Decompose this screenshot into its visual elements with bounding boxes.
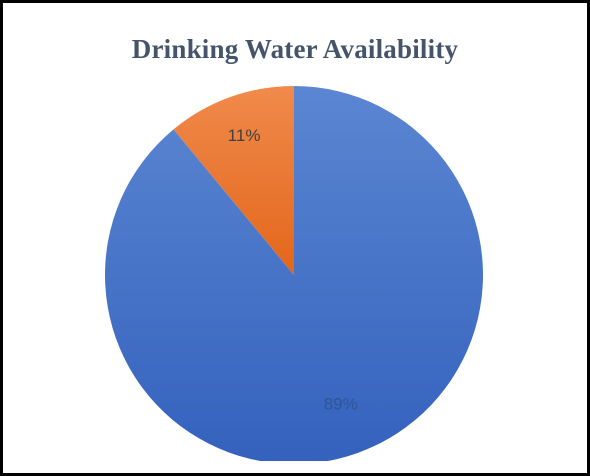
slice-label-0: 89% [324, 394, 358, 413]
pie-chart: 89% 11% [105, 86, 483, 461]
slice-label-1: 11% [228, 126, 261, 145]
pie-slice-0 [105, 86, 483, 461]
pie-slice-1 [173, 86, 294, 275]
chart-title: Drinking Water Availability [131, 34, 459, 64]
